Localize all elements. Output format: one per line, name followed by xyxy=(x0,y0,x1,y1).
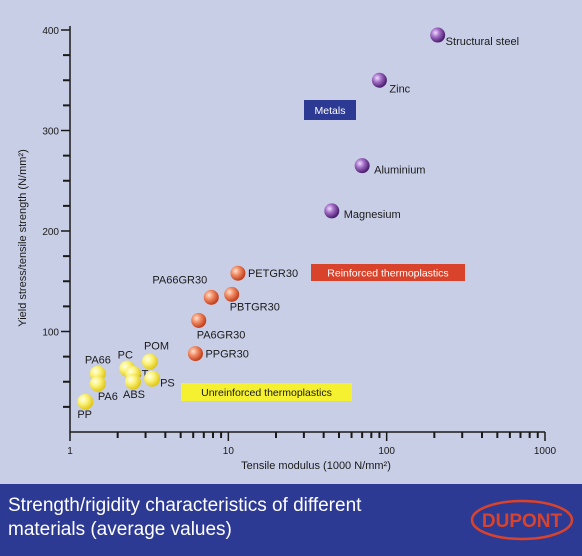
annotation-box xyxy=(181,383,352,401)
data-point xyxy=(371,72,387,88)
x-axis-label: Tensile modulus (1000 N/mm²) xyxy=(241,460,391,472)
point-label: Magnesium xyxy=(344,209,401,221)
point-label: PA6GR30 xyxy=(197,329,246,341)
logo-text: DUPONT xyxy=(482,511,563,532)
annotation-metals: Metals xyxy=(304,100,356,120)
data-point xyxy=(203,289,219,305)
data-point xyxy=(89,375,106,392)
point-label: Aluminium xyxy=(374,165,425,177)
data-point xyxy=(191,312,207,328)
caption-line-2: materials (average values) xyxy=(8,519,232,540)
data-point xyxy=(354,158,370,174)
point-label: PA66GR30 xyxy=(152,274,207,286)
point-label: PP xyxy=(77,409,92,421)
y-tick-label: 300 xyxy=(42,127,59,138)
x-tick-label: 1 xyxy=(67,446,73,457)
annotation-text: Metals xyxy=(315,105,346,117)
data-point xyxy=(430,27,446,43)
data-point xyxy=(125,373,142,390)
point-label: PC xyxy=(118,350,133,362)
point-label: PA66 xyxy=(85,355,111,367)
chart-caption: Strength/rigidity characteristics of dif… xyxy=(8,494,468,542)
logo-oval xyxy=(470,499,574,541)
data-point xyxy=(187,346,203,362)
point-label: POM xyxy=(144,341,169,353)
data-point xyxy=(324,203,340,219)
data-point xyxy=(77,393,94,410)
annotation-text: Unreinforced thermoplastics xyxy=(201,387,332,399)
x-tick-label: 10 xyxy=(223,446,235,457)
annotation-unreinforced-thermoplastics: Unreinforced thermoplastics xyxy=(181,383,352,401)
point-label: Zinc xyxy=(389,83,410,95)
data-point xyxy=(224,286,240,302)
y-tick-label: 200 xyxy=(42,227,59,238)
point-label: PPGR30 xyxy=(205,349,248,361)
point-labels: Structural steel Zinc Aluminium Magnesium PE… xyxy=(77,36,519,421)
annotations: Metals Reinforced thermoplastics Unreinfor… xyxy=(181,100,465,401)
y-tick-label: 400 xyxy=(42,26,59,37)
dupont-logo: DUPONT xyxy=(470,499,574,541)
point-label: PA6 xyxy=(98,391,118,403)
data-point xyxy=(144,370,161,387)
point-label: PETGR30 xyxy=(248,268,298,280)
annotation-box xyxy=(311,264,465,281)
point-label: PBTGR30 xyxy=(230,301,280,313)
plot-panel: 1 10 100 1000 100 200 300 400 Structural steel Z… xyxy=(0,0,582,484)
y-axis-label: Yield stress/tensile strength (N/mm²) xyxy=(17,149,29,326)
scatter-chart: 1 10 100 1000 100 200 300 400 Structural steel Z… xyxy=(17,26,557,472)
annotation-reinforced-thermoplastics: Reinforced thermoplastics xyxy=(311,264,465,281)
point-label: Structural steel xyxy=(446,36,519,48)
annotation-text: Reinforced thermoplastics xyxy=(327,268,448,280)
data-marks: Structural steel Zinc Aluminium Magnesium PE… xyxy=(77,27,519,421)
data-point xyxy=(230,265,246,281)
y-tick-label: 100 xyxy=(42,328,59,339)
annotation-box xyxy=(304,100,356,120)
data-point xyxy=(141,353,158,370)
footer: Strength/rigidity characteristics of dif… xyxy=(0,484,582,556)
point-label: PS xyxy=(160,378,175,390)
x-tick-label: 100 xyxy=(378,446,395,457)
axes: 1 10 100 1000 100 200 300 400 xyxy=(42,26,557,457)
x-tick-label: 1000 xyxy=(534,446,557,457)
point-label: ABS xyxy=(123,389,145,401)
caption-line-1: Strength/rigidity characteristics of dif… xyxy=(8,495,362,516)
